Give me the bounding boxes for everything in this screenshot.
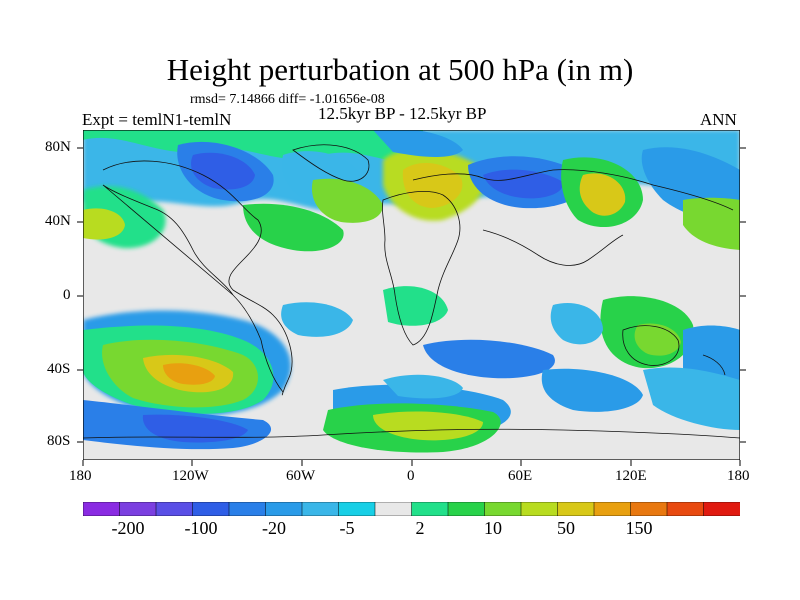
lon-label: 180: [727, 468, 750, 484]
lon-label: 60W: [286, 468, 316, 484]
contour-fields: [83, 130, 740, 453]
colorbar-label: 150: [625, 518, 653, 538]
colorbar-swatch: [119, 502, 157, 516]
colorbar-label: 50: [557, 518, 575, 538]
colorbar-swatch: [374, 502, 413, 516]
season-label: ANN: [700, 110, 737, 129]
colorbar-swatch: [83, 502, 121, 516]
colorbar-swatch: [630, 502, 668, 516]
stats-line: rmsd= 7.14866 diff= -1.01656e-08: [190, 92, 385, 107]
lat-label: 80N: [45, 139, 71, 155]
colorbar-swatch: [228, 502, 267, 516]
colorbar-swatch: [338, 502, 376, 516]
colorbar-swatch: [411, 502, 449, 516]
colorbar-swatch: [484, 502, 522, 516]
colorbar-label: -100: [184, 518, 218, 538]
lat-label: 40S: [47, 361, 71, 377]
coastlines: [83, 144, 740, 439]
colorbar-swatch: [666, 502, 705, 516]
colorbar-label: 2: [415, 518, 425, 538]
experiment-label: Expt = temlN1-temlN: [82, 110, 232, 129]
colorbar-swatch: [593, 502, 632, 516]
colorbar-label: 10: [484, 518, 502, 538]
colorbar-swatch: [301, 502, 340, 516]
colorbar: [83, 502, 740, 516]
colorbar-label: -5: [339, 518, 355, 538]
lon-label: 120W: [172, 468, 209, 484]
chart-title: Height perturbation at 500 hPa (in m): [166, 52, 634, 87]
lat-label: 40N: [45, 213, 71, 229]
colorbar-swatch: [520, 502, 559, 516]
colorbar-swatch: [703, 502, 740, 516]
colorbar-swatch: [447, 502, 486, 516]
colorbar-label: -200: [111, 518, 145, 538]
period-label: 12.5kyr BP - 12.5kyr BP: [318, 104, 487, 123]
lon-label: 180: [69, 468, 92, 484]
world-map: [83, 130, 740, 460]
lat-label: 80S: [47, 433, 71, 449]
colorbar-swatch: [557, 502, 595, 516]
colorbar-swatch: [192, 502, 230, 516]
lon-label: 120E: [615, 468, 647, 484]
lon-label: 0: [407, 468, 415, 484]
lon-label: 60E: [508, 468, 533, 484]
colorbar-swatch: [155, 502, 194, 516]
colorbar-swatch: [265, 502, 303, 516]
lat-label: 0: [63, 287, 71, 303]
colorbar-label: -20: [262, 518, 286, 538]
